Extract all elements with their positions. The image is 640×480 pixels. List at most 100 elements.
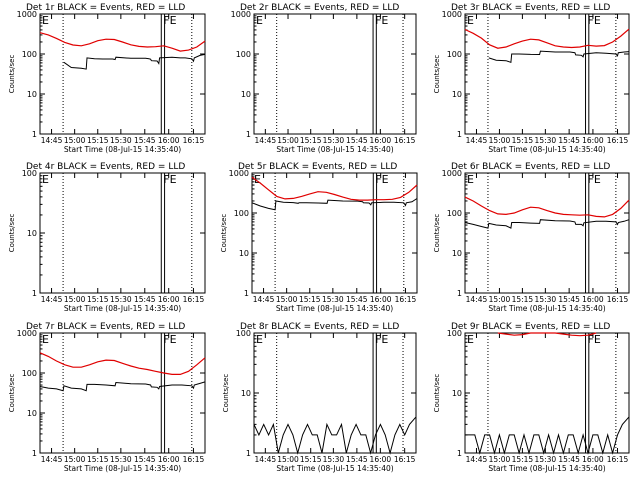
- x-tick-label: 15:15: [512, 455, 534, 464]
- y-tick-label: 100: [236, 329, 251, 338]
- y-tick-label: 100: [22, 369, 37, 378]
- x-tick-label: 16:15: [394, 136, 416, 145]
- x-tick-label: 15:15: [512, 136, 534, 145]
- x-tick-label: 16:15: [607, 295, 629, 304]
- x-tick-label: 14:45: [253, 295, 275, 304]
- y-tick-label: 10: [27, 229, 37, 238]
- marker-fe: FE: [163, 14, 176, 27]
- x-tick-label: 16:00: [370, 136, 392, 145]
- plot-frame: [464, 172, 630, 294]
- x-tick-label: 16:00: [158, 455, 180, 464]
- panel-det-5: Det 5r BLACK = Events, RED = LLD 1 10 100 10…: [220, 162, 418, 313]
- x-tick-label: 15:30: [535, 295, 557, 304]
- panel-title: Det 1r BLACK = Events, RED = LLD: [26, 3, 185, 13]
- y-tick-label: 1000: [17, 329, 37, 338]
- marker-e: E: [256, 333, 263, 346]
- plot-frame: [39, 332, 206, 454]
- y-tick-label: 1: [32, 130, 37, 139]
- y-axis-label: Counts/sec: [222, 374, 230, 413]
- panel-det-8: Det 8r BLACK = Events, RED = LLD 1 10 100 14…: [222, 322, 417, 473]
- marker-fe: FE: [588, 14, 601, 27]
- series-events-line: [488, 50, 630, 63]
- x-tick-label: 15:45: [558, 136, 580, 145]
- y-tick-label: 10: [241, 389, 251, 398]
- series-events-line: [253, 416, 417, 455]
- y-tick-label: 100: [22, 50, 37, 59]
- y-tick-label: 100: [447, 209, 462, 218]
- series-lld-line: [39, 352, 206, 375]
- x-tick-label: 15:45: [346, 455, 368, 464]
- marker-e: E: [467, 14, 474, 27]
- series-events-line: [464, 219, 630, 229]
- y-tick-label: 100: [22, 169, 37, 178]
- y-tick-label: 1: [244, 289, 249, 298]
- x-tick-label: 15:45: [346, 136, 368, 145]
- x-tick-label: 16:15: [394, 455, 416, 464]
- y-tick-label: 1: [457, 130, 462, 139]
- y-tick-label: 10: [452, 249, 462, 258]
- x-axis-label: Start Time (08-Jul-15 14:35:40): [488, 304, 605, 313]
- x-axis-label: Start Time (08-Jul-15 14:35:40): [64, 464, 181, 473]
- x-tick-label: 15:15: [87, 455, 109, 464]
- y-axis-label: Counts/sec: [433, 55, 441, 94]
- series-events-line: [63, 53, 206, 70]
- series-events-line: [465, 416, 630, 455]
- panel-det-1: Det 1r BLACK = Events, RED = LLD 1 10 100 10…: [8, 3, 206, 154]
- y-tick-label: 100: [447, 50, 462, 59]
- y-axis-label: Counts/sec: [220, 214, 228, 253]
- x-tick-label: 16:00: [158, 136, 180, 145]
- x-tick-label: 14:45: [41, 455, 63, 464]
- y-tick-label: 1: [246, 130, 251, 139]
- x-tick-label: 15:30: [110, 455, 132, 464]
- y-tick-label: 10: [452, 90, 462, 99]
- x-axis-label: Start Time (08-Jul-15 14:35:40): [64, 145, 181, 154]
- marker-fe: FE: [375, 333, 388, 346]
- x-tick-label: 15:45: [346, 295, 368, 304]
- x-tick-label: 16:00: [370, 455, 392, 464]
- y-tick-label: 1: [32, 449, 37, 458]
- marker-e: E: [42, 333, 49, 346]
- plot-frame: [253, 13, 417, 135]
- x-axis-label: Start Time (08-Jul-15 14:35:40): [276, 304, 393, 313]
- y-tick-label: 10: [452, 389, 462, 398]
- x-tick-label: 16:00: [158, 295, 180, 304]
- panel-det-3: Det 3r BLACK = Events, RED = LLD 1 10 100 10…: [433, 3, 630, 154]
- marker-e: E: [256, 14, 263, 27]
- x-tick-label: 15:30: [322, 295, 344, 304]
- x-tick-label: 16:15: [395, 295, 417, 304]
- x-tick-label: 15:45: [558, 295, 580, 304]
- x-tick-label: 15:30: [110, 136, 132, 145]
- x-tick-label: 15:00: [276, 295, 298, 304]
- x-tick-label: 14:45: [466, 295, 488, 304]
- panel-det-6: Det 6r BLACK = Events, RED = LLD 1 10 100 10…: [433, 162, 630, 313]
- y-tick-label: 1: [246, 449, 251, 458]
- y-axis-label: Counts/sec: [433, 214, 441, 253]
- x-tick-label: 15:15: [512, 295, 534, 304]
- x-tick-label: 15:30: [110, 295, 132, 304]
- marker-fe: FE: [375, 14, 388, 27]
- marker-fe: FE: [163, 173, 176, 186]
- x-tick-label: 16:15: [607, 136, 629, 145]
- marker-fe: FE: [163, 333, 176, 346]
- x-tick-label: 15:00: [489, 295, 511, 304]
- x-tick-label: 16:00: [582, 455, 604, 464]
- x-tick-label: 14:45: [255, 455, 277, 464]
- plot-frame: [464, 13, 630, 135]
- x-tick-label: 16:15: [607, 455, 629, 464]
- x-tick-label: 15:00: [64, 295, 86, 304]
- y-tick-label: 1000: [229, 169, 249, 178]
- x-axis-label: Start Time (08-Jul-15 14:35:40): [488, 464, 605, 473]
- series-lld-line: [251, 176, 418, 201]
- x-axis-label: Start Time (08-Jul-15 14:35:40): [488, 145, 605, 154]
- panel-title: Det 6r BLACK = Events, RED = LLD: [451, 162, 610, 172]
- x-tick-label: 15:00: [277, 455, 299, 464]
- marker-e: E: [467, 333, 474, 346]
- plot-frame: [39, 13, 206, 135]
- x-tick-label: 14:45: [466, 455, 488, 464]
- series-events-line: [251, 198, 418, 211]
- plot-frame: [39, 172, 206, 294]
- x-tick-label: 14:45: [41, 295, 63, 304]
- x-tick-label: 15:15: [300, 455, 322, 464]
- x-tick-label: 15:00: [489, 455, 511, 464]
